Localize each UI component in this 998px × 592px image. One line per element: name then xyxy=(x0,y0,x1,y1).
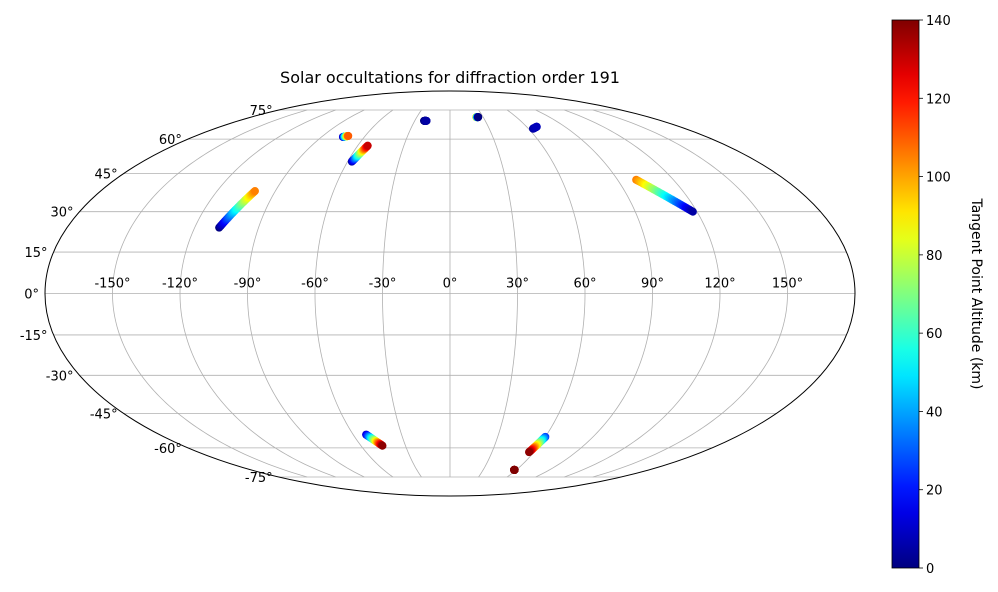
latitude-tick-label: 75° xyxy=(250,104,273,119)
map-boundary xyxy=(44,90,856,497)
colorbar-gradient xyxy=(891,19,920,569)
longitude-tick-label: 120° xyxy=(704,277,735,292)
colorbar-ticks: 0 20 40 60 80 100 120 140 xyxy=(919,14,951,577)
occultation-point xyxy=(378,441,387,450)
latitude-tick-label: -45° xyxy=(90,407,118,422)
longitude-tick-label: -30° xyxy=(369,277,397,292)
longitude-tick-label: 60° xyxy=(573,277,596,292)
colorbar-tick-label: 140 xyxy=(926,14,951,29)
chart-title: Solar occultations for diffraction order… xyxy=(280,68,620,87)
latitude-tick-label: 15° xyxy=(25,246,48,261)
colorbar-label: Tangent Point Altitude (km) xyxy=(968,197,984,389)
mollweide-map: -150° -120° -90° -60° -30° 0° 30° 60° 90° 120° 150… xyxy=(20,90,856,497)
occultation-points xyxy=(215,113,697,474)
occultation-point xyxy=(525,448,534,457)
colorbar-tick-label: 60 xyxy=(926,327,943,342)
occultation-point xyxy=(422,116,431,125)
longitude-tick-label: -150° xyxy=(94,277,130,292)
occultation-point xyxy=(688,207,697,216)
occultation-point xyxy=(250,187,259,196)
latitude-tick-label: -30° xyxy=(46,369,74,384)
colorbar-tick-label: 120 xyxy=(926,92,951,107)
longitude-tick-label: -60° xyxy=(301,277,329,292)
occultation-point xyxy=(510,465,519,474)
colorbar-tick-label: 0 xyxy=(926,562,934,577)
longitude-tick-label: 150° xyxy=(772,277,803,292)
occultation-point xyxy=(474,113,483,122)
latitude-tick-label: 45° xyxy=(95,168,118,183)
occultation-point xyxy=(344,131,353,140)
graticule-grid xyxy=(45,109,855,478)
colorbar: 0 20 40 60 80 100 120 140 Tangent Point Altitud… xyxy=(891,14,984,577)
longitude-tick-label: -90° xyxy=(234,277,262,292)
colorbar-tick-label: 80 xyxy=(926,249,943,264)
longitude-tick-label: -120° xyxy=(162,277,198,292)
colorbar-tick-label: 20 xyxy=(926,484,943,499)
colorbar-tick-label: 40 xyxy=(926,405,943,420)
latitude-tick-label: 0° xyxy=(24,288,39,303)
latitude-tick-label: 60° xyxy=(159,133,182,148)
latitude-tick-label: -60° xyxy=(154,442,182,457)
longitude-tick-label: 90° xyxy=(641,277,664,292)
latitude-tick-label: -15° xyxy=(20,329,48,344)
occultation-point xyxy=(532,122,541,131)
latitude-tick-label: 30° xyxy=(50,206,73,221)
longitude-tick-label: 30° xyxy=(506,277,529,292)
occultation-point xyxy=(363,141,372,150)
longitude-tick-label: 0° xyxy=(443,277,458,292)
colorbar-tick-label: 100 xyxy=(926,171,951,186)
latitude-tick-labels: -75° -60° -45° -30° -15° 0° 15° 30° 45° 60° 75° xyxy=(20,104,273,486)
latitude-tick-label: -75° xyxy=(245,471,273,486)
longitude-tick-labels: -150° -120° -90° -60° -30° 0° 30° 60° 90° 120° 150… xyxy=(94,277,803,292)
